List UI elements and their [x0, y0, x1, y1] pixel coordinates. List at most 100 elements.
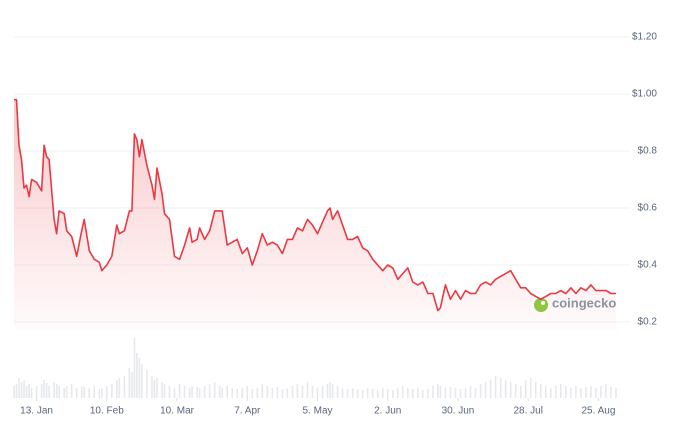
volume-bar — [65, 386, 68, 398]
volume-bar — [198, 388, 201, 398]
volume-bar — [610, 387, 612, 398]
volume-bar — [266, 386, 269, 398]
volume-bar — [30, 388, 33, 398]
volume-bar — [560, 384, 562, 398]
volume-bar — [329, 382, 331, 398]
volume-bar — [231, 388, 234, 398]
volume-bar — [615, 388, 617, 398]
watermark-logo-eye — [541, 301, 545, 305]
volume-bar — [549, 388, 552, 398]
volume-bar — [316, 388, 319, 398]
volume-bar — [251, 389, 254, 398]
volume-bar — [15, 384, 18, 398]
volume-bar — [570, 388, 572, 398]
x-tick-label: 13. Jan — [20, 406, 53, 417]
volume-bar — [321, 386, 324, 398]
volume-bar — [146, 370, 148, 398]
x-tick-label: 10. Feb — [90, 406, 124, 417]
volume-bar — [412, 389, 414, 398]
volume-bar — [28, 384, 30, 398]
volume-bar — [539, 384, 542, 398]
volume-bar — [43, 380, 45, 398]
volume-bar — [401, 386, 404, 398]
volume-bar — [100, 388, 103, 398]
volume-bar — [63, 388, 65, 398]
volume-bar — [519, 386, 522, 398]
watermark: coingecko — [534, 295, 616, 312]
volume-bar — [585, 387, 587, 398]
volume-bar — [83, 387, 86, 398]
volume-bar — [296, 384, 299, 398]
x-tick-label: 2. Jun — [374, 406, 401, 417]
volume-bar — [236, 389, 239, 398]
volume-bar — [341, 388, 344, 398]
volume-bar — [173, 388, 176, 398]
volume-bar — [241, 388, 244, 398]
volume-bar — [183, 386, 186, 398]
volume-bar — [271, 388, 274, 398]
volume-bar — [203, 386, 206, 398]
watermark-logo — [534, 298, 548, 312]
volume-bar — [580, 388, 582, 398]
volume-bar — [161, 382, 163, 398]
volume-bar — [464, 388, 467, 398]
volume-bar — [276, 387, 279, 398]
volume-bar — [605, 384, 607, 398]
volume-bar — [444, 388, 447, 398]
volume-bar — [163, 384, 166, 398]
volume-bar — [246, 386, 249, 398]
volume-bar — [427, 389, 429, 398]
volume-bar — [326, 384, 329, 398]
volume-bar — [213, 382, 216, 398]
volume-bar — [118, 378, 121, 398]
volume-bar — [168, 386, 171, 398]
volume-bar — [45, 383, 48, 398]
volume-bar — [53, 382, 55, 398]
volume-bar — [25, 386, 28, 398]
volume-bar — [469, 386, 472, 398]
price-area — [14, 99, 616, 330]
volume-bar — [544, 386, 547, 398]
volume-bar — [524, 380, 527, 398]
volume-bar — [437, 384, 439, 398]
volume-bar — [58, 386, 60, 398]
volume-bar — [286, 388, 289, 398]
volume-bar — [18, 378, 20, 398]
volume-bar — [509, 382, 512, 398]
volume-bar — [98, 389, 101, 398]
volume-bar — [459, 389, 462, 398]
volume-bar — [555, 386, 557, 398]
y-tick-label: $0.4 — [638, 260, 658, 271]
volume-bar — [449, 387, 452, 398]
volume-bar — [386, 389, 389, 398]
volume-bar — [600, 386, 602, 398]
volume-bar — [55, 384, 58, 398]
y-tick-label: $0.2 — [638, 317, 658, 328]
volume-bar — [432, 386, 434, 398]
volume-bar — [256, 388, 259, 398]
volume-bar — [376, 390, 379, 398]
volume-bar — [336, 386, 339, 398]
volume-bar — [489, 380, 492, 398]
y-tick-label: $1.00 — [632, 89, 657, 100]
volume-bar — [595, 388, 597, 398]
price-line — [14, 98, 616, 312]
volume-bar — [88, 388, 91, 398]
volume-bar — [534, 382, 537, 398]
volume-bar — [151, 376, 153, 398]
volume-bar — [128, 368, 131, 398]
volume-bar — [301, 386, 304, 398]
volume-bar — [417, 388, 419, 398]
volume-bar — [226, 386, 229, 398]
volume-bar — [311, 386, 314, 398]
volume-bar — [123, 376, 126, 398]
volume-bar — [371, 389, 374, 398]
volume-bar — [396, 388, 399, 398]
volume-bar — [116, 380, 118, 398]
volume-bar — [514, 384, 517, 398]
volume-bar — [499, 378, 502, 398]
volume-bar — [356, 389, 359, 398]
volume-bar — [191, 386, 193, 398]
x-tick-label: 28. Jul — [513, 406, 542, 417]
